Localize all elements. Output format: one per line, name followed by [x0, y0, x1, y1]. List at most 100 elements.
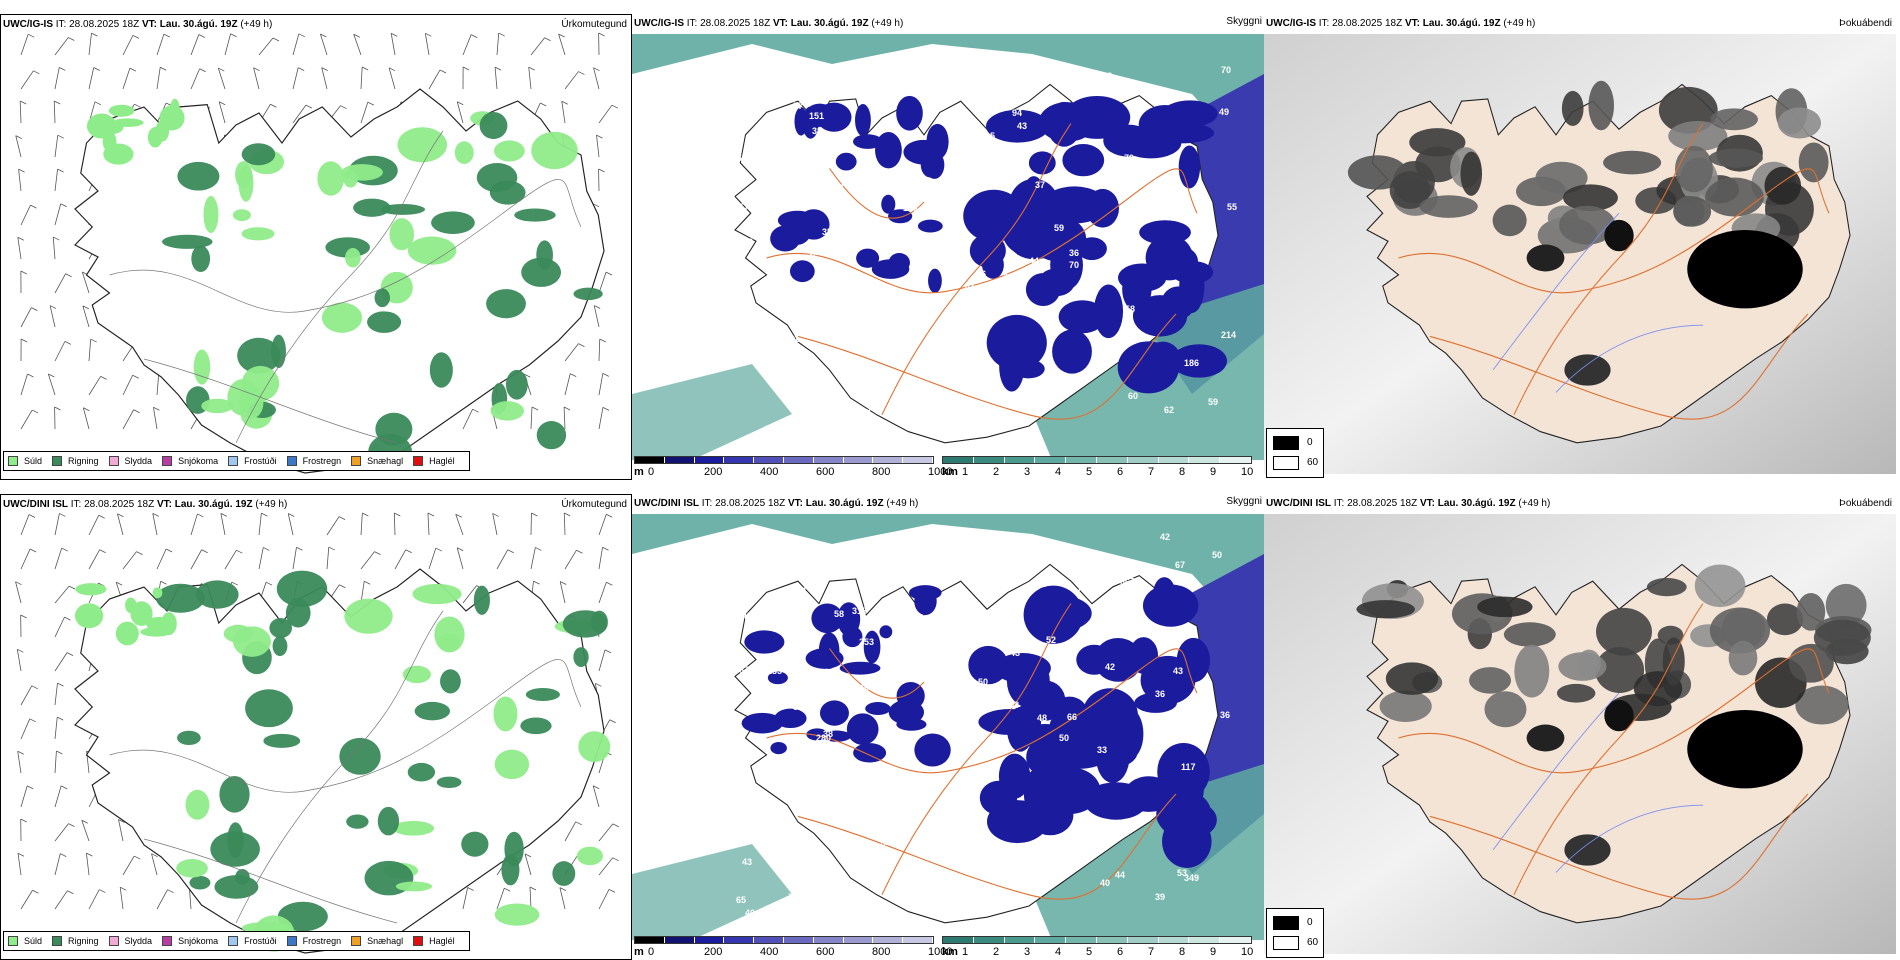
- legend-item: Snæhagl: [351, 456, 403, 466]
- visibility-value: 46: [808, 252, 818, 262]
- visibility-value: 65: [736, 895, 746, 905]
- visibility-value: 50: [977, 142, 987, 152]
- visibility-value: 186: [1184, 358, 1199, 368]
- visibility-value: 85: [772, 262, 782, 272]
- visibility-value: 57: [899, 820, 909, 830]
- visibility-tick: 4: [1055, 946, 1061, 958]
- it-label: IT:: [71, 499, 82, 510]
- lead-time: (+49 h): [886, 498, 918, 509]
- visibility-value: 77: [788, 892, 798, 902]
- legend-label: Snæhagl: [367, 936, 403, 946]
- legend-swatch: [162, 936, 172, 946]
- visibility-value: 60: [1128, 391, 1138, 401]
- visibility-tick: 8: [1179, 946, 1185, 958]
- visibility-value: 46: [742, 743, 752, 753]
- legend-item: Frostregn: [287, 456, 342, 466]
- precip-legend: Súld Rigning Slydda Snjókoma Frostúði Frostre…: [3, 451, 470, 471]
- cloudbase-tick: 0: [648, 946, 654, 958]
- visibility-value: 53: [1009, 700, 1019, 710]
- visibility-value: 35: [724, 90, 734, 100]
- fog-legend-swatch-low: [1273, 436, 1299, 450]
- visibility-value: 242: [1003, 272, 1018, 282]
- cloudbase-tick: 600: [816, 946, 834, 958]
- legend-item: Slydda: [109, 936, 153, 946]
- legend-item: Snjókoma: [162, 456, 218, 466]
- visibility-value: 36: [1220, 710, 1230, 720]
- visibility-value: 53: [757, 734, 767, 744]
- visibility-value: 38: [1102, 71, 1112, 81]
- it-label: IT:: [1334, 498, 1345, 509]
- lead-time: (+49 h): [240, 19, 272, 30]
- visibility-value: 48: [1075, 548, 1085, 558]
- visibility-value: 43: [1045, 385, 1055, 395]
- panel-type-label: Úrkomutegund: [561, 499, 627, 510]
- visibility-tick: 10: [1241, 466, 1253, 478]
- fog-legend-low: 0: [1307, 437, 1313, 448]
- vt-label: VT:: [142, 19, 157, 30]
- vt-label: VT:: [157, 499, 172, 510]
- visibility-value: 721: [841, 417, 856, 427]
- legend-swatch: [287, 936, 297, 946]
- visibility-value: 50: [1212, 550, 1222, 560]
- vt-label: VT:: [788, 498, 803, 509]
- visibility-value: 78: [1077, 584, 1087, 594]
- vt-label: VT:: [1420, 498, 1435, 509]
- visibility-value: 44: [1115, 870, 1125, 880]
- visibility-value: 102: [966, 99, 981, 109]
- visibility-tick: 4: [1055, 466, 1061, 478]
- fog-legend-high: 60: [1307, 457, 1318, 468]
- legend-label: Súld: [24, 456, 42, 466]
- panel-title: UWC/DINI ISL IT: 28.08.2025 18Z VT: Lau.…: [3, 499, 287, 510]
- legend-item: Frostúði: [228, 936, 277, 946]
- legend-swatch: [109, 456, 119, 466]
- legend-label: Snjókoma: [178, 456, 218, 466]
- visibility-value: 232: [800, 762, 815, 772]
- vt-value: Lau. 30.ágú. 19Z: [791, 18, 869, 29]
- model-name: UWC/DINI ISL: [3, 499, 68, 510]
- legend-item: Súld: [8, 936, 42, 946]
- visibility-value: 46: [717, 618, 727, 628]
- visibility-value: 36: [1155, 689, 1165, 699]
- cloudbase-tick: 800: [872, 946, 890, 958]
- visibility-value: 62: [1164, 405, 1174, 415]
- legend-item: Frostúði: [228, 456, 277, 466]
- visibility-value: 36: [949, 248, 959, 258]
- legend-swatch: [413, 936, 423, 946]
- visibility-value: 43: [742, 857, 752, 867]
- cloudbase-tick: 400: [760, 946, 778, 958]
- legend-swatch: [413, 456, 423, 466]
- legend-swatch: [228, 936, 238, 946]
- precip-map: [1, 15, 632, 480]
- visibility-tick: 5: [1086, 466, 1092, 478]
- vt-label: VT:: [773, 18, 788, 29]
- visibility-value: 40: [745, 908, 755, 918]
- visibility-tick: 3: [1024, 466, 1030, 478]
- visibility-value: 40: [922, 628, 932, 638]
- visibility-value: 40: [1100, 878, 1110, 888]
- legend-item: Frostregn: [287, 936, 342, 946]
- precip-map: [1, 495, 632, 960]
- vt-value: Lau. 30.ágú. 19Z: [160, 19, 238, 30]
- legend-swatch: [287, 456, 297, 466]
- visibility-value: 55: [793, 702, 803, 712]
- legend-swatch: [109, 936, 119, 946]
- legend-item: Rigning: [52, 456, 99, 466]
- model-name: UWC/IG-IS: [1266, 18, 1316, 29]
- panel-type-label: Þokuábendi: [1839, 18, 1892, 29]
- it-label: IT:: [1319, 18, 1330, 29]
- legend-label: Súld: [24, 936, 42, 946]
- visibility-value: 35: [822, 227, 832, 237]
- visibility-value: 66: [1067, 712, 1077, 722]
- legend-label: Slydda: [125, 456, 153, 466]
- lead-time: (+49 h): [871, 18, 903, 29]
- legend-item: Snjókoma: [162, 936, 218, 946]
- visibility-tick: 7: [1148, 466, 1154, 478]
- legend-label: Frostúði: [244, 936, 277, 946]
- visibility-value: 46: [878, 842, 888, 852]
- visibility-unit: km: [942, 466, 958, 478]
